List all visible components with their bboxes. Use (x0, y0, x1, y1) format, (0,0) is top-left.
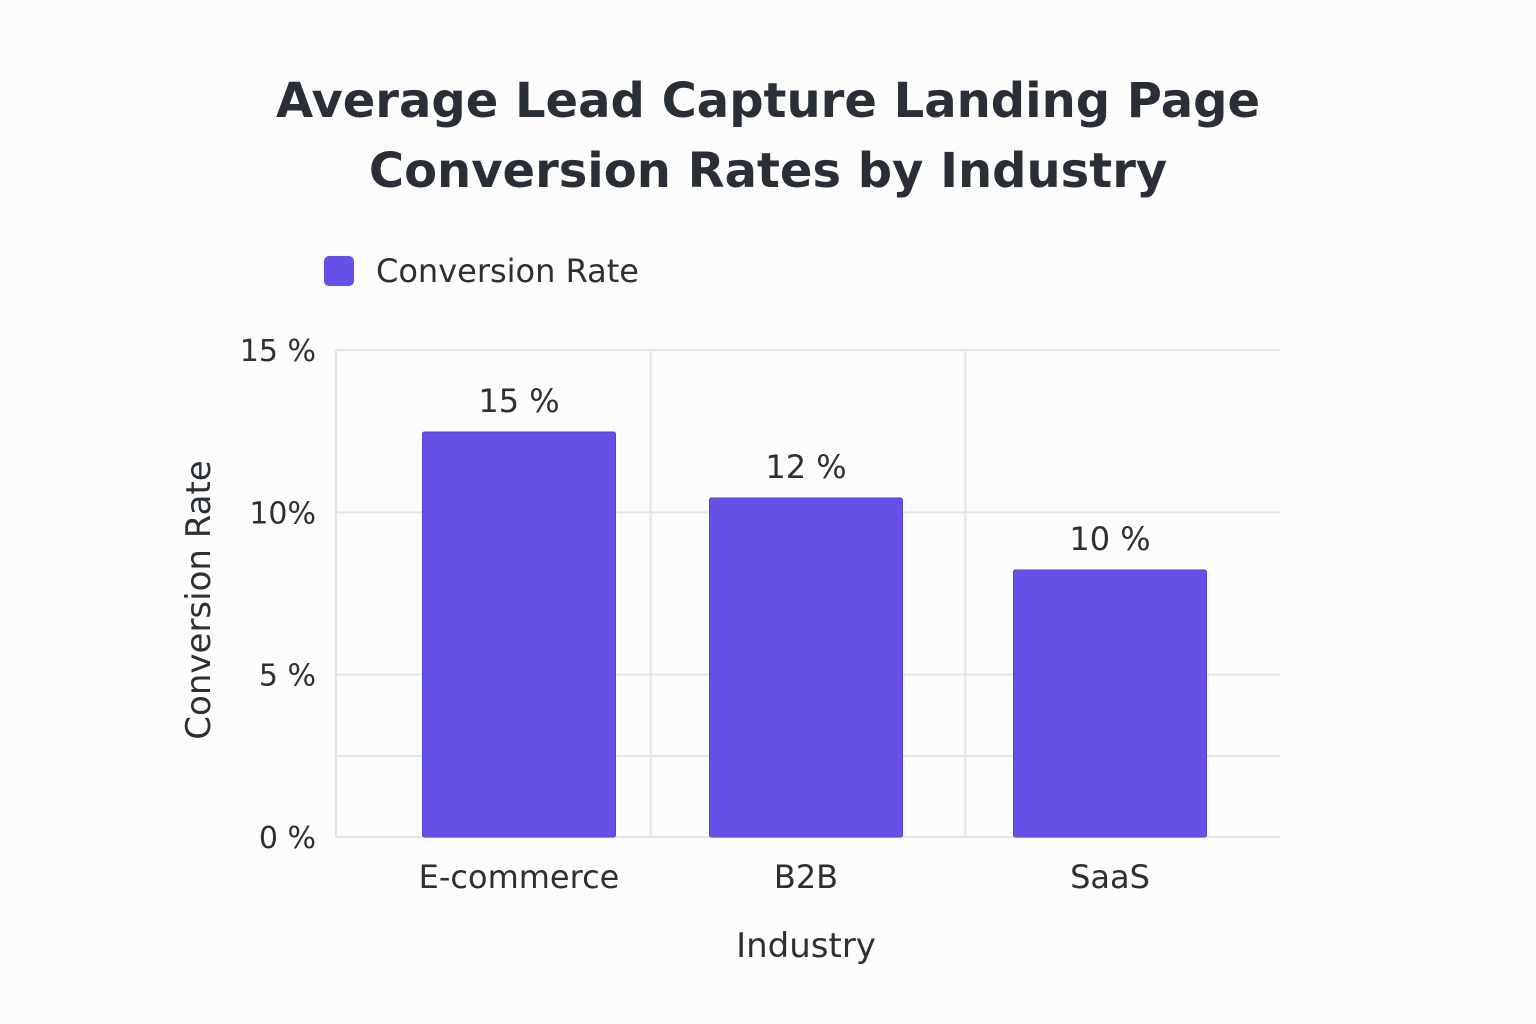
chart-title-line-2: Conversion Rates by Industry (368, 143, 1168, 199)
chart-legend: Conversion Rate (324, 252, 639, 290)
y-tick-label: 5 % (259, 659, 316, 694)
chart-title: Average Lead Capture Landing Page Conver… (0, 66, 1536, 206)
legend-label: Conversion Rate (376, 252, 639, 290)
bar-value-label: 10 % (1069, 520, 1150, 558)
x-axis-title: Industry (736, 926, 876, 966)
x-tick-label: B2B (774, 858, 838, 896)
bar-value-label: 15 % (478, 382, 559, 420)
bar-e-commerce (422, 431, 616, 838)
x-tick-label: E-commerce (419, 858, 620, 896)
x-tick-label: SaaS (1070, 858, 1150, 896)
bar-b2b (709, 497, 903, 838)
y-tick-label: 15 % (240, 334, 316, 369)
y-axis-title: Conversion Rate (179, 460, 219, 739)
y-tick-label: 0 % (259, 821, 316, 856)
label-layer: 0 % 5 % 10% 15 % 15 % E-commerce 12 % B2B 10 % Sa… (179, 334, 1151, 966)
bar-layer (422, 431, 1207, 838)
legend-swatch (324, 256, 354, 286)
bar-value-label: 12 % (765, 448, 846, 486)
chart-title-line-1: Average Lead Capture Landing Page (276, 73, 1260, 129)
bar-saas (1013, 569, 1207, 838)
y-tick-label: 10% (249, 496, 316, 531)
